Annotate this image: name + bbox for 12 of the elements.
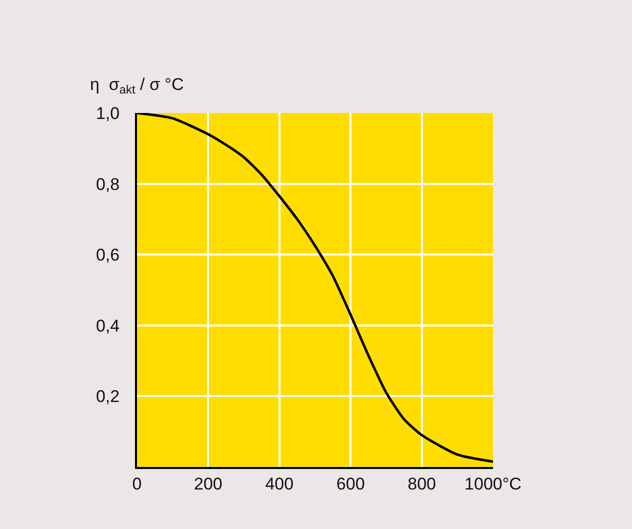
- x-tick-label: 400: [265, 474, 294, 494]
- x-tick-label: 200: [194, 474, 222, 494]
- y-tick-label: 0,6: [96, 246, 120, 265]
- y-tick-label: 0,8: [96, 174, 120, 194]
- y-tick-label: 1,0: [96, 104, 120, 123]
- x-tick-label: 600: [336, 474, 365, 494]
- x-tick-label: 800: [408, 474, 436, 494]
- y-tick-label: 0,4: [96, 316, 120, 336]
- y-axis-title: η σ$_{akt}$ / σ °C: [90, 75, 184, 97]
- x-tick-label: 0: [132, 474, 142, 494]
- x-tick-label: 1000°C: [464, 474, 522, 494]
- y-tick-label: 0,2: [96, 387, 120, 406]
